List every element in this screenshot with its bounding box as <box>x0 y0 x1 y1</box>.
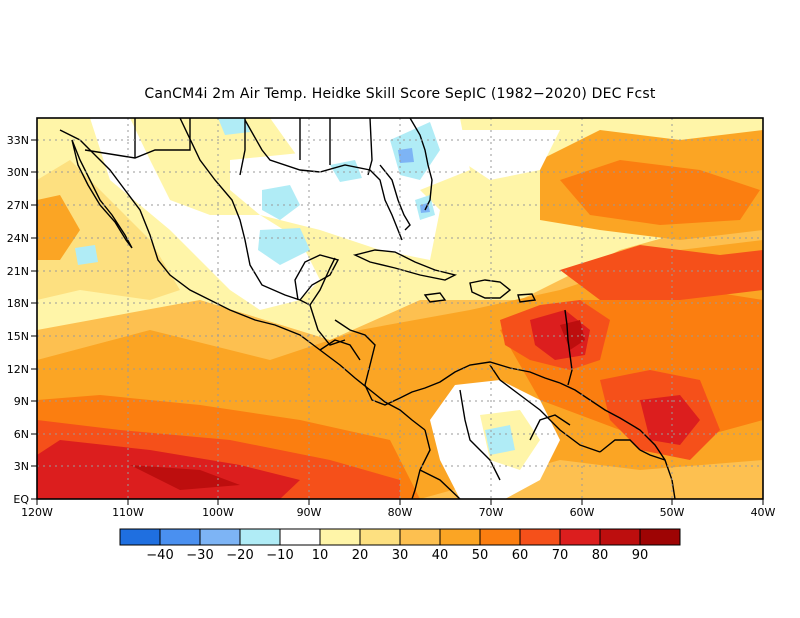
lon-label: 60W <box>570 506 595 519</box>
lat-label: 12N <box>7 363 29 376</box>
gridlines <box>37 118 763 499</box>
colorbar-label: 50 <box>472 548 489 563</box>
colorbar-label: 20 <box>352 548 369 563</box>
lat-label: 30N <box>7 166 29 179</box>
colorbar-label: 10 <box>312 548 329 563</box>
colorbar-swatch <box>599 528 641 546</box>
lat-label: 6N <box>14 428 29 441</box>
lon-label: 110W <box>112 506 144 519</box>
colorbar-swatch <box>639 528 681 546</box>
lat-label: 27N <box>7 199 29 212</box>
lat-label: 15N <box>7 330 29 343</box>
colorbar-label: 80 <box>592 548 609 563</box>
lon-label: 70W <box>479 506 504 519</box>
colorbar-label: 60 <box>512 548 529 563</box>
colorbar-swatch <box>279 528 321 546</box>
colorbar-swatch <box>159 528 201 546</box>
colorbar-swatch <box>559 528 601 546</box>
lat-label: 21N <box>7 265 29 278</box>
lon-label: 50W <box>660 506 685 519</box>
skill-score-field <box>37 118 763 499</box>
colorbar-swatch <box>399 528 441 546</box>
colorbar-swatch <box>319 528 361 546</box>
colorbar-label: −20 <box>226 548 253 563</box>
colorbar-swatch <box>119 528 161 546</box>
lat-label: EQ <box>13 493 29 506</box>
axis-ticks <box>31 139 764 505</box>
colorbar-swatch <box>359 528 401 546</box>
colorbar-labels: −40 −30 −20 −10 10 20 30 40 50 60 70 80 90 <box>146 548 648 563</box>
colorbar-swatch <box>439 528 481 546</box>
longitude-labels: 120W 110W 100W 90W 80W 70W 60W 50W 40W <box>21 506 775 519</box>
colorbar-label: 70 <box>552 548 569 563</box>
colorbar-label: −40 <box>146 548 173 563</box>
lat-label: 33N <box>7 134 29 147</box>
lon-label: 100W <box>202 506 234 519</box>
lon-label: 80W <box>388 506 413 519</box>
map-title: CanCM4i 2m Air Temp. Heidke Skill Score … <box>144 86 656 102</box>
lat-label: 9N <box>14 395 29 408</box>
colorbar-label: 90 <box>632 548 649 563</box>
colorbar-swatch <box>239 528 281 546</box>
lon-label: 40W <box>751 506 776 519</box>
colorbar-swatch <box>479 528 521 546</box>
latitude-labels: EQ 3N 6N 9N 12N 15N 18N 21N 24N 27N 30N … <box>7 134 30 506</box>
lat-label: 24N <box>7 232 29 245</box>
lon-label: 90W <box>297 506 322 519</box>
colorbar-label: 30 <box>392 548 409 563</box>
colorbar <box>119 528 681 546</box>
lat-label: 18N <box>7 297 29 310</box>
lat-label: 3N <box>14 460 29 473</box>
colorbar-swatch <box>519 528 561 546</box>
lon-label: 120W <box>21 506 53 519</box>
colorbar-swatch <box>199 528 241 546</box>
colorbar-label: 40 <box>432 548 449 563</box>
colorbar-label: −30 <box>186 548 213 563</box>
colorbar-label: −10 <box>266 548 293 563</box>
